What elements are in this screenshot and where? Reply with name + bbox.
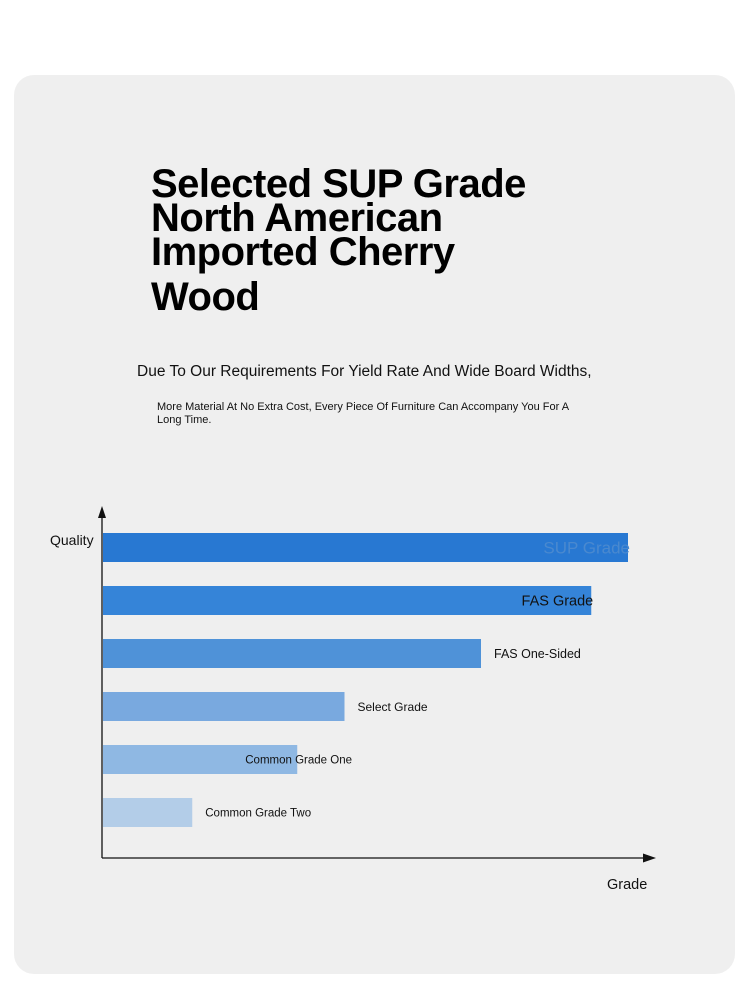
- bar-fas-one-sided: [103, 639, 481, 668]
- bar-label: Select Grade: [358, 700, 428, 714]
- x-axis-arrow-icon: [643, 853, 656, 863]
- headline-line-2: North American: [151, 196, 443, 240]
- x-axis-label: Grade: [607, 877, 647, 893]
- headline-line-4: Wood: [151, 275, 260, 319]
- bars-group: [103, 533, 628, 827]
- bar-label: Common Grade Two: [205, 808, 311, 820]
- bar-common-grade-one: [103, 745, 298, 774]
- bar-label: FAS One-Sided: [494, 647, 581, 661]
- bar-label: Common Grade One: [245, 755, 352, 767]
- description: More Material At No Extra Cost, Every Pi…: [157, 401, 569, 426]
- bar-label: FAS Grade: [522, 594, 594, 610]
- subtitle: Due To Our Requirements For Yield Rate A…: [137, 363, 592, 380]
- headline-line-3: Imported Cherry: [151, 230, 455, 274]
- y-axis-arrow-icon: [98, 506, 106, 518]
- headline: Selected SUP Grade North American Import…: [151, 162, 591, 319]
- headline-line-1: Selected SUP Grade: [151, 162, 526, 206]
- y-axis-label: Quality: [50, 532, 94, 548]
- bar-common-grade-two: [103, 798, 193, 827]
- bar-sup-grade: [103, 533, 628, 562]
- bar-labels-group: SUP Grade FAS Grade FAS One-Sided Select Gr…: [205, 539, 630, 820]
- bar-select-grade: [103, 692, 345, 721]
- bar-fas-grade: [103, 586, 592, 615]
- bar-label: SUP Grade: [543, 539, 630, 558]
